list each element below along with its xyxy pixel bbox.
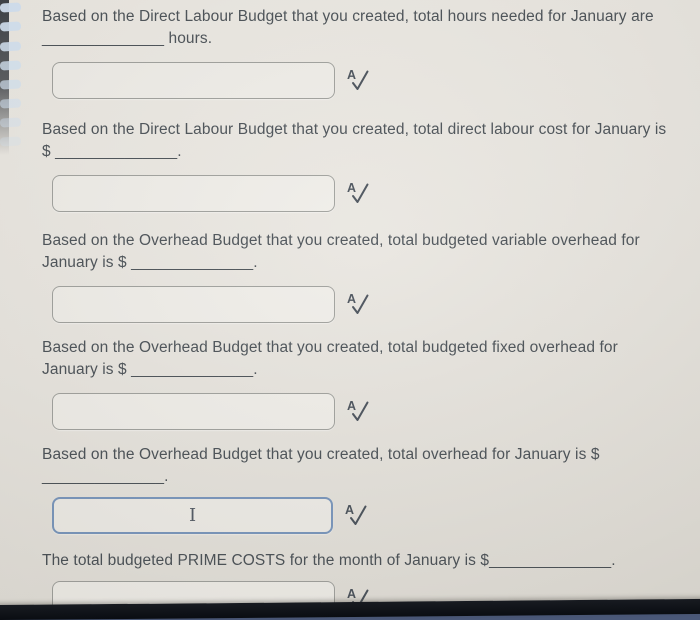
spellcheck-letter: A: [347, 292, 357, 306]
spellcheck-letter: A: [345, 503, 355, 517]
background-window-edge: [0, 0, 30, 170]
window-edge-stripe: [0, 79, 22, 90]
spellcheck-icon[interactable]: A: [346, 68, 369, 93]
checkmark-icon: [352, 294, 369, 314]
question-text: Based on the Overhead Budget that you cr…: [42, 232, 640, 271]
answer-input-3[interactable]: [52, 286, 335, 323]
spellcheck-icon[interactable]: A: [346, 292, 369, 317]
question-text: Based on the Overhead Budget that you cr…: [42, 339, 618, 378]
spellcheck-icon[interactable]: A: [346, 399, 369, 424]
question-text: Based on the Direct Labour Budget that y…: [42, 8, 654, 47]
window-edge-stripe: [0, 2, 22, 13]
window-edge-stripe: [0, 21, 22, 32]
spellcheck-letter: A: [347, 181, 357, 195]
window-edge-stripe: [0, 98, 22, 109]
question-text: Based on the Overhead Budget that you cr…: [42, 446, 600, 485]
spellcheck-icon[interactable]: A: [346, 181, 369, 206]
answer-input-5[interactable]: [52, 497, 333, 534]
checkmark-icon: [352, 401, 369, 421]
answer-input-4[interactable]: [52, 393, 335, 430]
question-block-4: Based on the Overhead Budget that you cr…: [42, 337, 690, 430]
checkmark-icon: [352, 183, 369, 203]
spellcheck-icon[interactable]: A: [344, 503, 367, 528]
spellcheck-letter: A: [347, 399, 357, 413]
question-text: Based on the Direct Labour Budget that y…: [42, 121, 667, 160]
window-edge-shadow: [0, 0, 9, 155]
question-block-3: Based on the Overhead Budget that you cr…: [42, 230, 690, 323]
window-edge-stripe: [0, 117, 22, 128]
spellcheck-letter: A: [347, 68, 357, 82]
question-text: The total budgeted PRIME COSTS for the m…: [42, 552, 616, 569]
answer-input-2[interactable]: [52, 175, 335, 212]
window-edge-stripe: [0, 60, 22, 71]
window-edge-stripe: [0, 41, 22, 52]
spellcheck-letter: A: [347, 587, 357, 601]
window-edge-stripe: [0, 136, 22, 147]
question-block-5: Based on the Overhead Budget that you cr…: [42, 444, 690, 534]
checkmark-icon: [352, 70, 369, 90]
question-block-2: Based on the Direct Labour Budget that y…: [42, 119, 690, 212]
checkmark-icon: [350, 505, 367, 525]
question-block-1: Based on the Direct Labour Budget that y…: [42, 6, 690, 99]
answer-input-1[interactable]: [52, 62, 335, 99]
